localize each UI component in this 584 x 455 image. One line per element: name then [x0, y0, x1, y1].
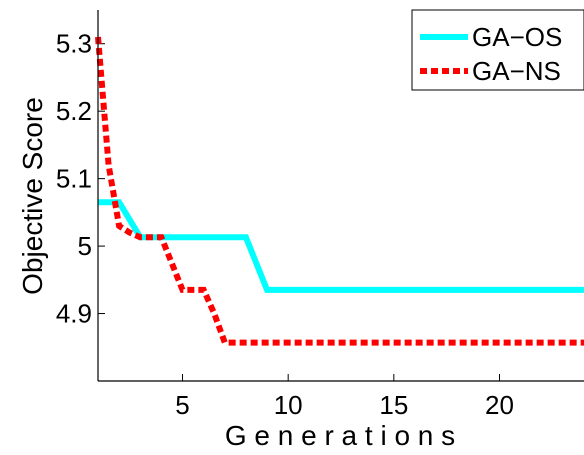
y-axis-label: Objective Score [17, 97, 48, 295]
y-tick-label: 4.9 [56, 299, 92, 329]
x-tick-label: 15 [379, 390, 408, 420]
legend-box [411, 9, 584, 91]
series-layer [95, 36, 584, 346]
y-tick-label: 5 [78, 231, 92, 261]
y-tick-label: 5.1 [56, 164, 92, 194]
y-tick-label: 5.2 [56, 96, 92, 126]
ticks-layer: 5 10 15 20 4.9 5 5.1 5.2 5.3 [56, 29, 514, 420]
x-tick-label: 5 [175, 390, 189, 420]
y-tick-label: 5.3 [56, 29, 92, 59]
legend-label: GA−OS [472, 22, 562, 52]
legend-label: GA−NS [472, 56, 561, 86]
series-line-ga-os [98, 199, 584, 293]
axes-layer [97, 10, 584, 382]
x-tick-label: 10 [274, 390, 303, 420]
x-axis-label: G e n e r a t i o n s [225, 420, 455, 450]
legend: GA−OS GA−NS [411, 9, 584, 91]
series-line-ga-ns [95, 36, 584, 346]
x-tick-label: 20 [485, 390, 514, 420]
